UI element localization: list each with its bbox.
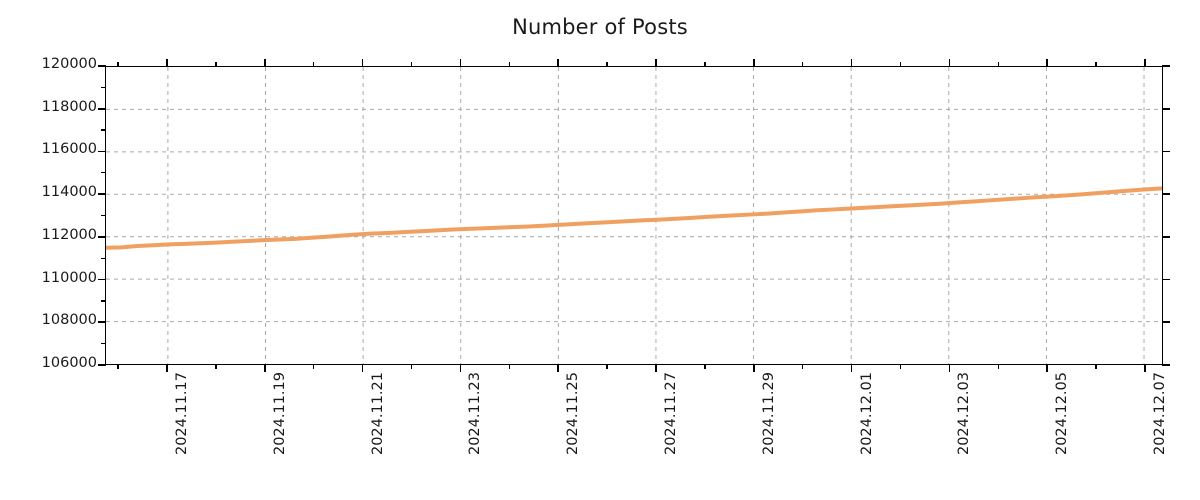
x-minor-tick <box>802 364 804 369</box>
x-tick-label: 2024.11.27 <box>663 372 679 456</box>
y-tick-mark <box>98 65 106 67</box>
y-minor-tick <box>101 342 106 345</box>
x-tick-mark <box>1046 364 1048 372</box>
x-minor-tick-top <box>117 62 119 67</box>
x-tick-mark <box>361 364 364 372</box>
x-tick-mark-top <box>361 59 364 67</box>
x-minor-tick <box>1095 364 1097 369</box>
data-line-number-of-posts <box>106 188 1162 247</box>
x-tick-mark-top <box>1144 59 1146 67</box>
x-gridlines <box>168 67 1144 364</box>
y-tick-label: 120000 <box>41 56 97 72</box>
x-minor-tick-top <box>997 62 999 67</box>
x-tick-label: 2024.11.17 <box>174 372 190 456</box>
x-minor-tick <box>997 364 999 369</box>
x-tick-label: 2024.12.07 <box>1152 372 1168 456</box>
x-tick-mark-top <box>1046 59 1048 67</box>
y-tick-label: 112000 <box>41 226 97 243</box>
y-tick-mark-right <box>1162 364 1170 366</box>
x-tick-mark <box>655 364 657 372</box>
y-axis-tick-labels: 120000 118000 116000 114000 112000 110000 1080… <box>0 0 97 500</box>
x-minor-tick <box>117 364 119 369</box>
x-tick-mark-top <box>753 59 755 67</box>
x-tick-mark-top <box>948 59 951 67</box>
y-minor-tick <box>101 214 106 217</box>
x-tick-mark-top <box>655 59 657 67</box>
y-tick-label: 116000 <box>41 141 97 158</box>
y-minor-tick <box>101 172 106 174</box>
y-tick-mark <box>98 150 106 153</box>
y-tick-label: 106000 <box>41 355 97 371</box>
x-tick-mark-top <box>850 59 853 67</box>
x-tick-mark-top <box>459 59 462 67</box>
x-tick-mark <box>166 364 168 372</box>
x-minor-tick-top <box>704 62 706 67</box>
y-minor-tick <box>101 129 106 131</box>
y-tick-mark <box>98 278 106 281</box>
x-minor-tick-top <box>410 62 413 67</box>
y-tick-label: 110000 <box>41 269 97 286</box>
y-gridlines <box>106 109 1162 321</box>
y-tick-mark-right <box>1162 65 1170 67</box>
y-tick-mark <box>98 364 106 366</box>
plot-svg <box>106 67 1162 364</box>
x-tick-mark <box>753 364 755 372</box>
x-minor-tick-top <box>508 62 510 67</box>
y-tick-mark <box>98 193 106 195</box>
x-tick-mark-top <box>557 59 559 67</box>
chart-title: Number of Posts <box>512 15 688 39</box>
x-minor-tick <box>508 364 510 369</box>
x-tick-label: 2024.11.29 <box>760 372 777 456</box>
y-minor-tick <box>101 300 106 302</box>
y-tick-mark-right <box>1162 107 1170 110</box>
x-minor-tick-top <box>606 62 608 67</box>
x-tick-label: 2024.11.25 <box>565 372 582 456</box>
y-tick-mark-right <box>1162 236 1170 238</box>
y-tick-mark <box>98 321 106 324</box>
x-tick-label: 2024.12.03 <box>956 372 973 456</box>
x-minor-tick-top <box>313 62 315 67</box>
y-tick-label: 114000 <box>41 184 97 201</box>
y-tick-label: 108000 <box>41 312 97 329</box>
x-tick-mark <box>1144 364 1146 372</box>
x-minor-tick-top <box>215 62 217 67</box>
x-minor-tick <box>313 364 315 369</box>
x-tick-label: 2024.12.01 <box>858 372 875 456</box>
x-minor-tick-top <box>1095 62 1097 67</box>
plot-area <box>105 66 1163 365</box>
x-minor-tick <box>899 364 902 369</box>
x-minor-tick <box>410 364 413 369</box>
y-tick-mark <box>98 236 106 238</box>
y-tick-label: 118000 <box>41 98 97 115</box>
x-tick-mark-top <box>264 59 266 67</box>
x-tick-label: 2024.11.21 <box>369 372 386 456</box>
y-minor-tick <box>101 257 106 259</box>
y-tick-mark-right <box>1162 150 1170 153</box>
x-tick-label: 2024.11.19 <box>271 372 288 456</box>
y-tick-mark-right <box>1162 278 1170 281</box>
y-tick-mark <box>98 107 106 110</box>
y-tick-mark-right <box>1162 193 1170 195</box>
x-tick-mark <box>948 364 951 372</box>
y-minor-tick <box>101 86 106 89</box>
x-minor-tick-top <box>899 62 902 67</box>
data-series-group <box>106 188 1162 247</box>
x-minor-tick <box>606 364 608 369</box>
x-tick-label: 2024.12.05 <box>1054 372 1071 456</box>
x-tick-mark <box>850 364 853 372</box>
x-tick-label: 2024.11.23 <box>467 372 484 456</box>
x-minor-tick <box>704 364 706 369</box>
x-tick-mark <box>557 364 559 372</box>
x-minor-tick-top <box>802 62 804 67</box>
x-minor-tick <box>215 364 217 369</box>
x-tick-mark <box>264 364 266 372</box>
y-tick-mark-right <box>1162 321 1170 324</box>
x-tick-mark-top <box>166 59 168 67</box>
x-tick-mark <box>459 364 462 372</box>
